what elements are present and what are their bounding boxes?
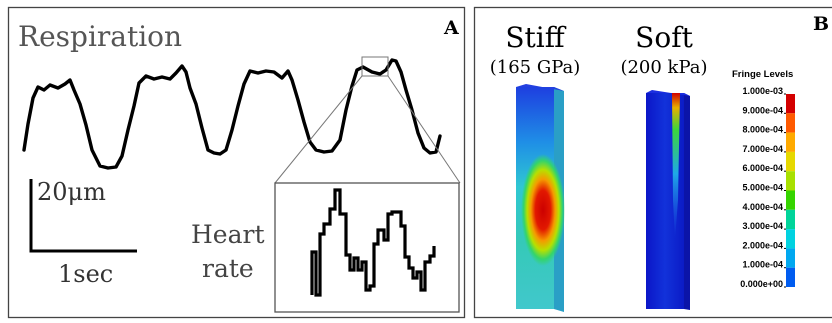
scale-y-label: 20μm — [37, 178, 106, 206]
fringe-level-label: 9.000e-04 — [742, 105, 783, 115]
fringe-level-label: 0.000e+00 — [740, 279, 783, 289]
fringe-level-swatch — [786, 229, 795, 249]
heart-rate-trace — [310, 188, 436, 297]
stiff-bar — [516, 84, 565, 312]
panel-a-frame — [7, 6, 466, 319]
soft-value: (200 kPa) — [620, 57, 707, 78]
fringe-level-swatch — [786, 132, 795, 152]
heart-rate-label-line1: Heart — [191, 220, 265, 249]
fringe-level-swatch — [786, 94, 795, 114]
panel-a-letter: A — [443, 17, 459, 39]
fringe-level-swatch — [786, 267, 795, 287]
panel-b-letter: B — [813, 13, 829, 35]
fringe-level-label: 6.000e-04 — [742, 163, 783, 173]
fringe-level-swatch — [786, 209, 795, 230]
fringe-level-label: 8.000e-04 — [742, 125, 783, 135]
zoom-line-right — [387, 75, 461, 184]
respiration-label: Respiration — [18, 20, 182, 53]
zoom-line-left — [274, 75, 363, 184]
soft-bar — [646, 90, 690, 310]
stiff-label: Stiff — [505, 21, 566, 54]
fringe-legend-title: Fringe Levels — [732, 69, 793, 80]
fringe-level-label: 4.000e-04 — [742, 202, 783, 212]
fringe-level-label: 1.000e-03 — [742, 86, 783, 96]
fringe-level-swatch — [786, 151, 795, 172]
scale-x-label: 1sec — [58, 260, 113, 288]
heart-rate-label-line2: rate — [202, 254, 254, 283]
fringe-level-label: 1.000e-04 — [742, 260, 783, 270]
soft-label: Soft — [635, 21, 693, 54]
fringe-level-swatch — [786, 171, 795, 191]
fringe-level-label: 3.000e-04 — [742, 221, 783, 231]
stiff-value: (165 GPa) — [490, 57, 581, 78]
fringe-level-swatch — [786, 248, 795, 268]
fringe-legend: 1.000e-03 9.000e-04 8.000e-04 7.000e-04 6.00… — [740, 86, 795, 289]
fringe-level-label: 7.000e-04 — [742, 144, 783, 154]
fringe-level-label: 5.000e-04 — [742, 183, 783, 193]
respiration-trace — [22, 58, 442, 170]
fringe-level-swatch — [786, 113, 795, 133]
heart-rate-inset — [274, 182, 460, 313]
fringe-level-swatch — [786, 190, 795, 210]
panel-b-frame — [473, 6, 832, 319]
zoom-box — [361, 56, 389, 77]
fringe-level-label: 2.000e-04 — [742, 240, 783, 250]
